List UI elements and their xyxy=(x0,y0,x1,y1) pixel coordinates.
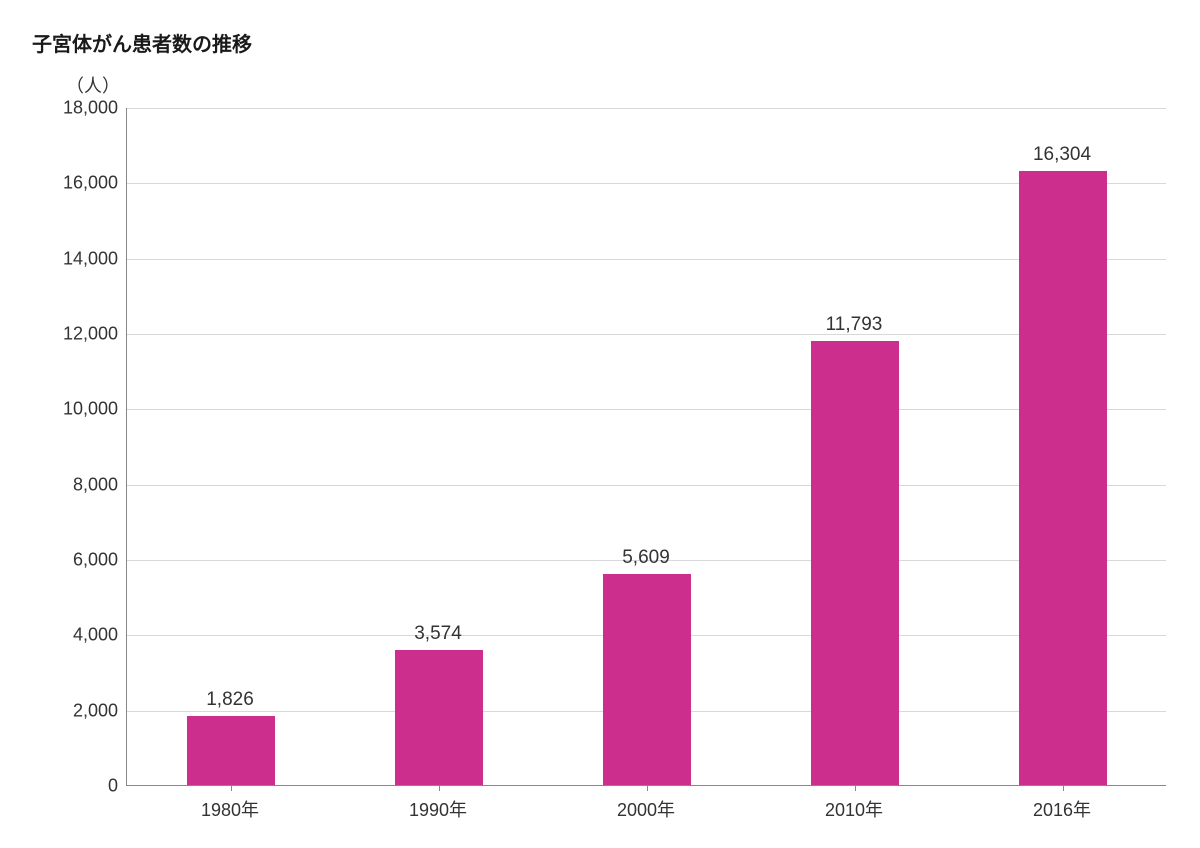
y-tick-label: 12,000 xyxy=(38,324,118,345)
y-tick-label: 10,000 xyxy=(38,399,118,420)
x-tick-mark xyxy=(231,785,232,791)
bar xyxy=(395,650,482,785)
chart-title: 子宮体がん患者数の推移 xyxy=(32,28,252,57)
x-tick-mark xyxy=(1063,785,1064,791)
gridline xyxy=(127,485,1166,486)
plot-area xyxy=(126,108,1166,786)
bar-value-label: 1,826 xyxy=(206,689,254,711)
gridline xyxy=(127,409,1166,410)
x-tick-label: 2010年 xyxy=(825,796,883,822)
bar xyxy=(603,574,690,785)
bar-value-label: 11,793 xyxy=(826,314,883,336)
y-tick-label: 2,000 xyxy=(38,700,118,721)
bar-value-label: 16,304 xyxy=(1033,144,1091,166)
x-tick-mark xyxy=(439,785,440,791)
x-tick-label: 1990年 xyxy=(409,796,467,822)
gridline xyxy=(127,334,1166,335)
gridline xyxy=(127,259,1166,260)
bar-value-label: 5,609 xyxy=(622,547,670,569)
bar xyxy=(1019,171,1106,785)
y-tick-label: 14,000 xyxy=(38,248,118,269)
x-tick-mark xyxy=(647,785,648,791)
bar xyxy=(187,716,274,785)
y-tick-label: 6,000 xyxy=(38,550,118,571)
y-tick-label: 18,000 xyxy=(38,98,118,119)
y-axis-unit: （人） xyxy=(66,72,120,98)
x-tick-label: 1980年 xyxy=(201,796,259,822)
x-tick-label: 2000年 xyxy=(617,796,675,822)
bar xyxy=(811,341,898,785)
gridline xyxy=(127,183,1166,184)
y-tick-label: 0 xyxy=(38,776,118,797)
y-tick-label: 4,000 xyxy=(38,625,118,646)
bar-value-label: 3,574 xyxy=(414,623,462,645)
x-tick-label: 2016年 xyxy=(1033,796,1091,822)
y-tick-label: 16,000 xyxy=(38,173,118,194)
x-tick-mark xyxy=(855,785,856,791)
y-tick-label: 8,000 xyxy=(38,474,118,495)
gridline xyxy=(127,108,1166,109)
